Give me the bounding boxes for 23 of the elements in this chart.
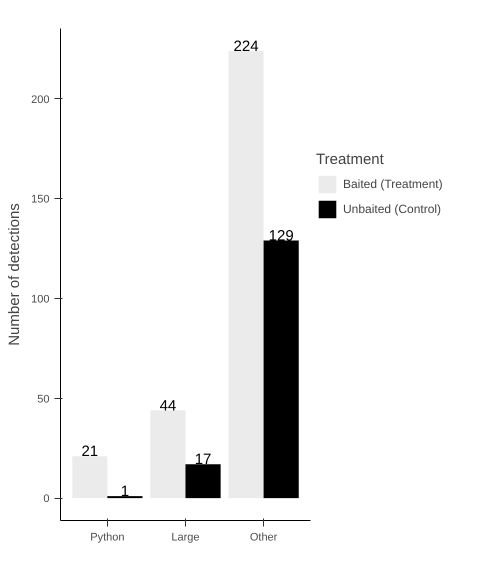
y-axis-title: Number of detections (6, 203, 24, 346)
bar (264, 240, 299, 498)
y-tick-label: 0 (43, 493, 50, 506)
data-label: 44 (160, 397, 176, 414)
y-tick-label: 200 (31, 94, 50, 106)
bar (72, 456, 108, 498)
data-label: 17 (194, 451, 212, 468)
data-label: 1 (120, 483, 130, 500)
y-tick-label: 150 (31, 194, 50, 206)
data-label: 129 (268, 228, 294, 245)
legend-label: Unbaited (Control) (343, 201, 442, 218)
bar (228, 50, 264, 498)
x-tick-label: Python (90, 532, 124, 544)
y-tick-label: 50 (37, 393, 50, 406)
y-tick-label: 100 (31, 293, 50, 306)
x-tick-label: Other (250, 532, 278, 544)
legend-label: Baited (Treatment) (343, 176, 443, 193)
x-tick-label: Large (171, 532, 200, 544)
data-label: 224 (234, 38, 259, 55)
bar (185, 464, 221, 498)
legend-title: Treatment (316, 151, 385, 168)
data-label: 21 (81, 443, 98, 460)
bar (150, 410, 186, 498)
